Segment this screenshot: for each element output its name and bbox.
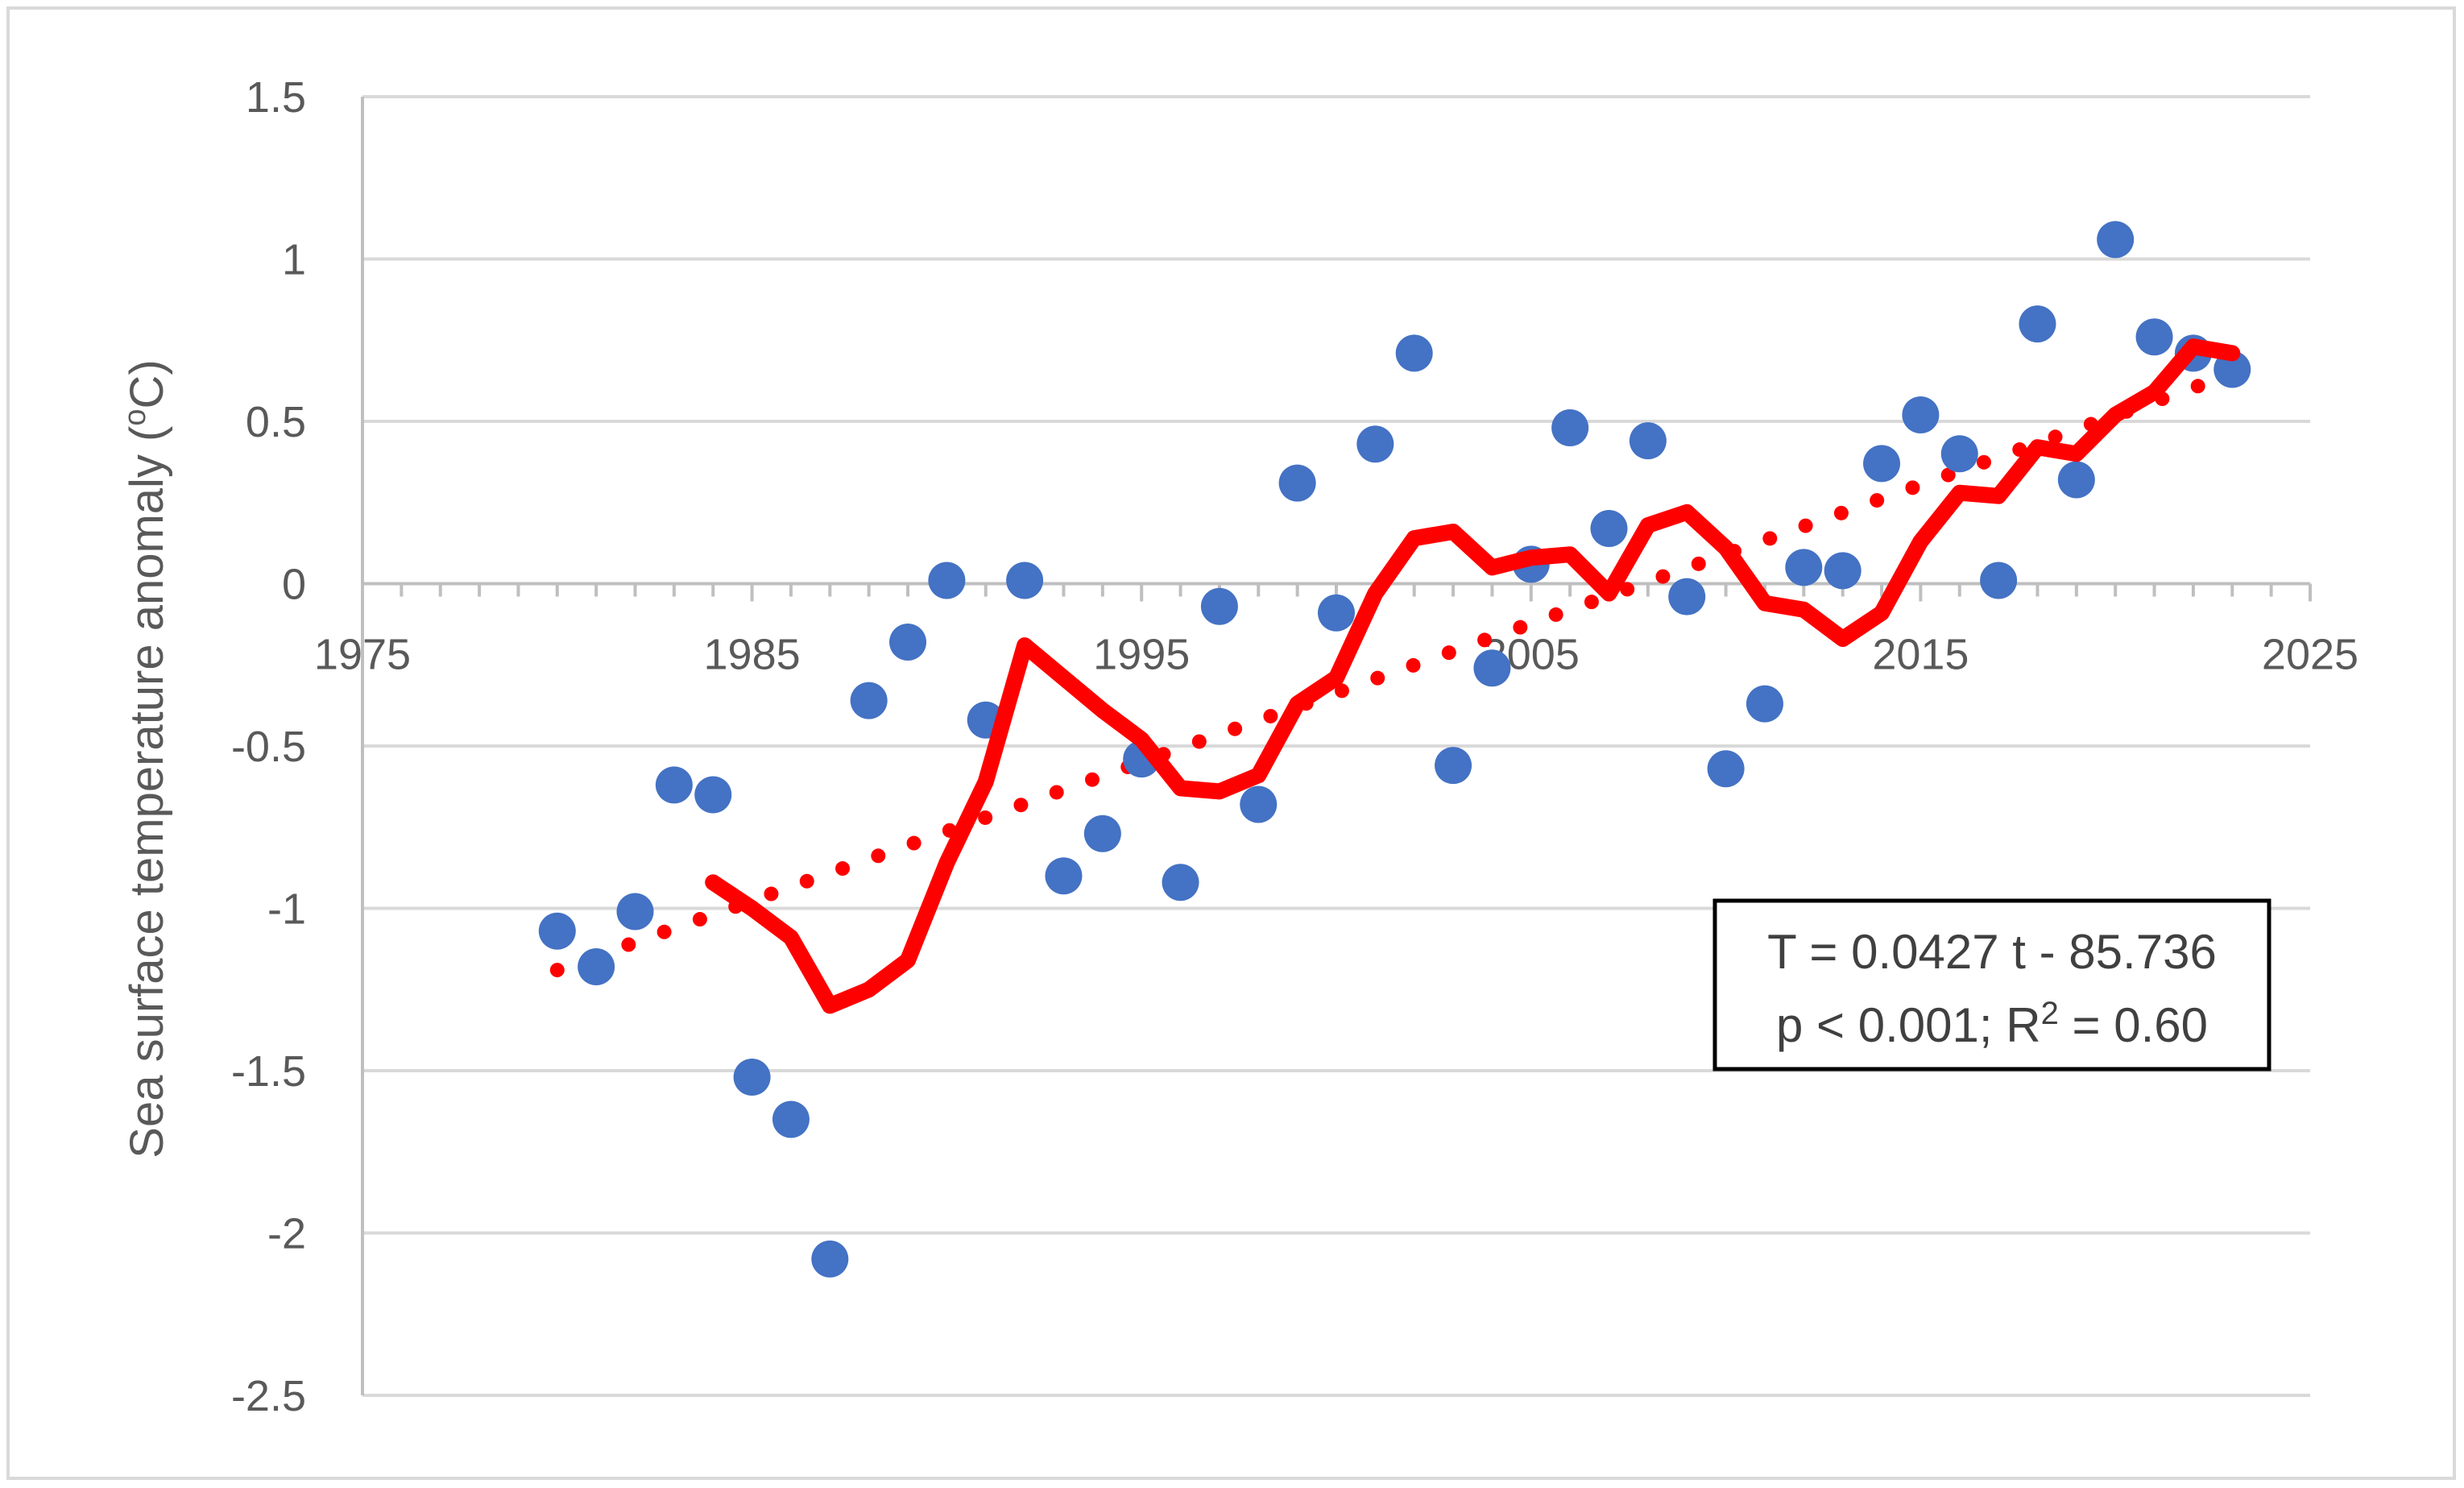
equation-line-2: p < 0.001; R2 = 0.60: [1776, 996, 2208, 1052]
data-point: [1863, 445, 1901, 483]
data-point: [1006, 562, 1044, 599]
data-point: [1590, 509, 1628, 547]
data-point: [1200, 587, 1238, 625]
data-point: [1318, 594, 1355, 632]
data-point: [1551, 409, 1589, 447]
data-point: [1435, 747, 1472, 785]
y-tick-label: 0.5: [246, 398, 306, 446]
y-tick-label: -2.5: [231, 1372, 306, 1420]
data-point: [694, 776, 732, 814]
data-point: [1785, 549, 1823, 586]
y-tick-label: -2: [267, 1210, 306, 1258]
trend-line: [549, 367, 2240, 978]
data-point: [2019, 305, 2056, 343]
data-point: [1746, 685, 1783, 723]
data-point: [772, 1100, 810, 1138]
y-tick-label: 0: [282, 561, 306, 609]
x-tick-label: 2025: [2262, 631, 2358, 679]
y-tick-label: -1: [267, 885, 306, 934]
data-point: [1083, 814, 1121, 852]
moving-average-line: [705, 338, 2241, 1014]
data-point: [1395, 334, 1433, 372]
data-point: [2097, 221, 2135, 259]
data-point: [2057, 461, 2095, 499]
y-tick-label: 1.5: [246, 73, 306, 122]
y-axis-title: Sea surface temperature anomaly (oC): [118, 359, 173, 1158]
y-tick-label: -1.5: [231, 1047, 306, 1096]
chart-frame: 1.5 1 0.5 0 -0.5 -1 -1.5 -2 -2.5 1975 1985 1995 2005…: [6, 6, 2456, 1480]
data-point: [578, 948, 615, 986]
data-point: [1045, 857, 1083, 895]
data-point: [1668, 578, 1706, 616]
data-point: [1162, 864, 1199, 902]
data-point: [850, 682, 888, 719]
data-point: [1473, 649, 1511, 687]
x-tick-label: 1975: [314, 631, 411, 679]
x-tick-label: 1995: [1093, 631, 1190, 679]
moving-average-path: [705, 338, 2241, 1014]
data-point: [1902, 396, 1940, 433]
data-points: [538, 221, 2251, 1278]
data-point: [1356, 425, 1394, 463]
data-point: [2213, 350, 2251, 388]
y-tick-label: -0.5: [231, 723, 306, 771]
data-point: [1940, 435, 1978, 473]
data-point: [616, 893, 654, 931]
x-tick-label: 2015: [1872, 631, 1969, 679]
y-tick-label: 1: [282, 236, 306, 284]
equation-line-1: T = 0.0427 t - 85.736: [1767, 925, 2217, 979]
data-point: [1980, 562, 2018, 599]
data-point: [1629, 422, 1667, 460]
data-point: [1824, 552, 1861, 590]
gridlines: [362, 95, 2310, 1397]
data-point: [1278, 464, 1316, 502]
data-point: [928, 562, 966, 599]
x-tick-label: 1985: [704, 631, 801, 679]
trend-line-path: [549, 367, 2240, 978]
data-point: [1707, 750, 1745, 788]
data-point: [538, 912, 576, 950]
data-point: [733, 1059, 771, 1096]
data-point: [811, 1240, 849, 1278]
data-point: [2135, 318, 2173, 356]
data-point: [889, 624, 927, 661]
data-point: [1240, 785, 1278, 823]
equation-box: T = 0.0427 t - 85.736 p < 0.001; R2 = 0.…: [1712, 898, 2271, 1071]
data-point: [655, 766, 693, 804]
